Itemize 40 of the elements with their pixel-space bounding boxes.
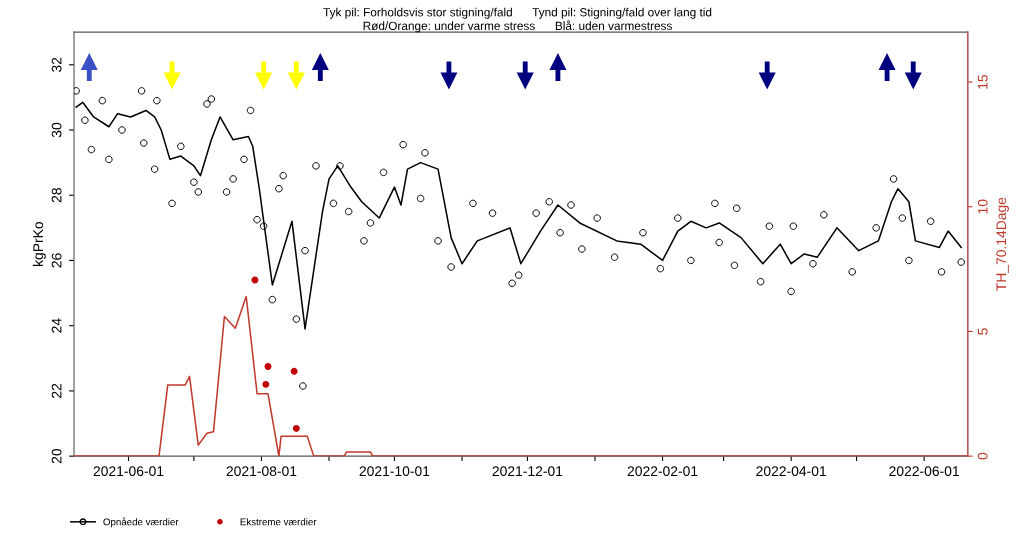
point — [255, 72, 273, 90]
point — [549, 53, 567, 71]
point — [311, 53, 329, 71]
y-tick-label: 20 — [51, 448, 62, 464]
y2-tick-label: 5 — [977, 328, 988, 335]
chart-subtitle: Rød/Orange: under varme stress Blå: uden varmestress — [363, 20, 672, 33]
x-tick-label: 2022-04-01 — [756, 466, 827, 477]
point — [290, 367, 298, 375]
point — [287, 72, 305, 90]
y-axis-title: kgPrKo — [32, 221, 46, 266]
chart-title: Tyk pil: Forholdsvis stor stigning/fald Tynd pil: Stigning/fald over lang tid — [323, 7, 712, 19]
point — [163, 72, 181, 90]
x-tick-label: 2022-06-01 — [889, 466, 959, 477]
point — [758, 72, 776, 90]
y-tick-label: 30 — [51, 122, 62, 138]
y-tick-label: 24 — [51, 318, 62, 333]
line-series — [75, 101, 962, 330]
point — [904, 72, 922, 90]
x-tick-label: 2021-12-01 — [492, 466, 563, 477]
legend-label: Ekstreme værdier — [240, 518, 317, 526]
point — [80, 53, 98, 71]
point — [292, 424, 300, 432]
y-tick-label: 32 — [51, 57, 62, 72]
legend-label: Opnåede værdier — [103, 517, 179, 528]
x-tick-label: 2021-06-01 — [93, 466, 164, 477]
point — [440, 72, 458, 90]
point — [262, 380, 270, 388]
y-tick-label: 22 — [51, 383, 62, 398]
point — [516, 72, 534, 90]
y2-tick-label: 15 — [977, 74, 988, 89]
x-tick-label: 2021-08-01 — [226, 466, 297, 477]
x-tick-label: 2022-02-01 — [627, 466, 698, 477]
y2-tick-label: 0 — [977, 452, 988, 460]
y-tick-label: 26 — [51, 253, 62, 268]
point — [264, 362, 272, 370]
x-tick-label: 2021-10-01 — [359, 466, 430, 477]
y2-tick-label: 10 — [977, 199, 988, 214]
y-tick-label: 28 — [51, 188, 62, 203]
point — [878, 53, 896, 71]
y2-axis-title: TH_70.14Dage — [996, 197, 1009, 291]
